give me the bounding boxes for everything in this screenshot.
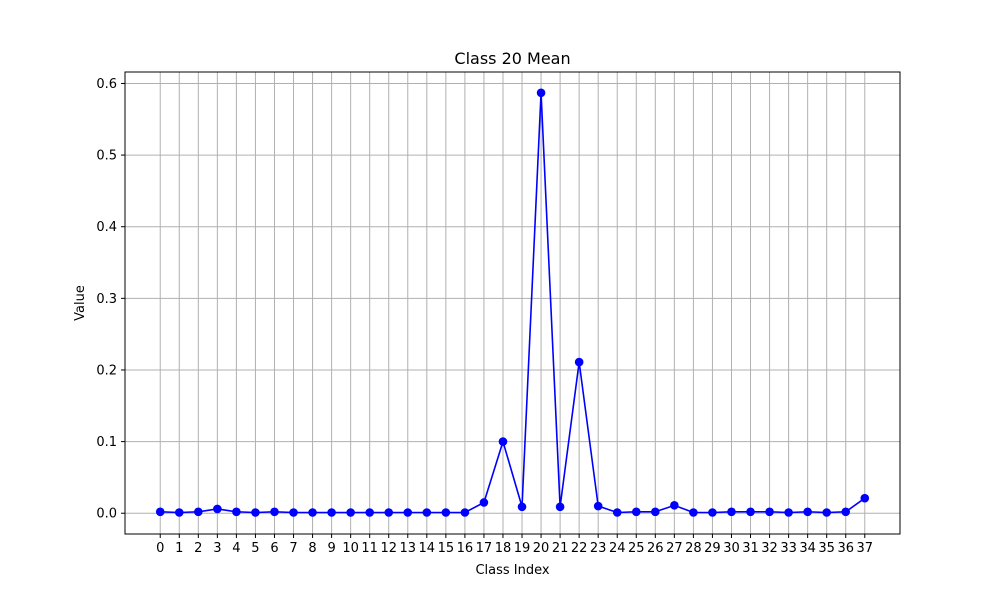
x-tick-label: 28 bbox=[685, 541, 702, 556]
data-point bbox=[384, 508, 394, 517]
x-tick-label: 6 bbox=[270, 541, 278, 556]
x-tick-label: 36 bbox=[837, 541, 854, 556]
grid bbox=[125, 72, 900, 534]
x-tick-label: 21 bbox=[552, 541, 569, 556]
data-point bbox=[270, 507, 279, 517]
x-tick-label: 10 bbox=[342, 541, 359, 556]
data-point bbox=[536, 88, 546, 98]
data-point bbox=[689, 508, 698, 517]
x-tick-label: 5 bbox=[251, 541, 259, 556]
x-tick-label: 29 bbox=[704, 541, 721, 556]
data-point bbox=[841, 507, 851, 517]
y-axis-label: Value bbox=[73, 285, 88, 321]
x-tick-label: 34 bbox=[799, 541, 816, 556]
data-point bbox=[460, 508, 470, 517]
y-tick-label: 0.1 bbox=[96, 435, 117, 450]
data-point bbox=[593, 501, 603, 511]
data-point bbox=[651, 507, 660, 517]
x-tick-label: 27 bbox=[666, 541, 683, 556]
x-tick-label: 13 bbox=[399, 541, 416, 556]
data-point bbox=[727, 507, 736, 517]
x-tick-label: 11 bbox=[361, 541, 378, 556]
y-tick-label: 0.0 bbox=[96, 507, 117, 522]
data-point bbox=[498, 437, 508, 446]
x-tick-label: 17 bbox=[476, 541, 493, 556]
data-point bbox=[670, 501, 679, 510]
series bbox=[155, 88, 870, 517]
data-point bbox=[479, 498, 489, 507]
x-tick-label: 20 bbox=[533, 541, 550, 556]
data-point bbox=[784, 508, 793, 517]
x-tick-label: 3 bbox=[213, 541, 221, 556]
data-point bbox=[327, 508, 336, 517]
data-point bbox=[746, 507, 755, 517]
data-point bbox=[517, 502, 527, 512]
data-point bbox=[822, 508, 831, 517]
data-point bbox=[860, 493, 870, 503]
x-tick-label: 15 bbox=[438, 541, 455, 556]
x-tick-label: 16 bbox=[457, 541, 474, 556]
data-point bbox=[365, 508, 374, 517]
data-point bbox=[194, 507, 203, 517]
y-tick-label: 0.3 bbox=[96, 292, 117, 307]
y-tick-label: 0.2 bbox=[96, 363, 117, 378]
plot-frame bbox=[124, 71, 901, 535]
data-point bbox=[708, 508, 717, 517]
x-tick-label: 8 bbox=[308, 541, 316, 556]
x-tick-label: 22 bbox=[571, 541, 588, 556]
data-point bbox=[803, 507, 812, 517]
x-tick-label: 2 bbox=[194, 541, 202, 556]
x-tick-label: 31 bbox=[742, 541, 759, 556]
data-point bbox=[403, 508, 413, 517]
x-tick-label: 26 bbox=[647, 541, 664, 556]
x-tick-label: 23 bbox=[590, 541, 607, 556]
series-line bbox=[160, 91, 866, 514]
data-point bbox=[232, 507, 241, 517]
data-point bbox=[441, 508, 451, 517]
data-point bbox=[289, 508, 298, 517]
x-tick-label: 9 bbox=[327, 541, 335, 556]
y-tick-label: 0.5 bbox=[96, 149, 117, 164]
data-point bbox=[174, 508, 184, 517]
x-tick-label: 18 bbox=[495, 541, 512, 556]
data-point bbox=[251, 508, 260, 517]
x-tick-label: 30 bbox=[723, 541, 740, 556]
x-tick-label: 25 bbox=[628, 541, 645, 556]
data-point bbox=[631, 507, 641, 517]
data-point bbox=[346, 508, 355, 517]
data-point bbox=[422, 508, 432, 517]
x-tick-label: 32 bbox=[761, 541, 778, 556]
data-point bbox=[213, 504, 222, 514]
x-axis-label: Class Index bbox=[475, 563, 549, 578]
x-tick-label: 7 bbox=[289, 541, 297, 556]
data-point bbox=[555, 502, 565, 512]
x-tick-label: 24 bbox=[609, 541, 626, 556]
x-tick-label: 33 bbox=[780, 541, 797, 556]
data-point bbox=[612, 508, 622, 517]
y-tick-label: 0.6 bbox=[96, 77, 117, 92]
axis-ticks: 0 1 2 3 4 5 6 7 8 9 10 11 12 13 14 15 16 17 18 19 20 21 22 23 24… bbox=[96, 77, 873, 556]
data-point bbox=[765, 507, 774, 517]
data-point bbox=[155, 507, 165, 517]
x-tick-label: 0 bbox=[156, 541, 164, 556]
data-point bbox=[308, 508, 317, 517]
x-tick-label: 37 bbox=[856, 541, 873, 556]
x-tick-label: 19 bbox=[514, 541, 531, 556]
data-point bbox=[574, 357, 584, 367]
x-tick-label: 4 bbox=[232, 541, 240, 556]
y-tick-label: 0.4 bbox=[96, 220, 117, 235]
x-tick-label: 35 bbox=[818, 541, 835, 556]
x-tick-label: 14 bbox=[419, 541, 436, 556]
chart-title: Class 20 Mean bbox=[454, 49, 570, 68]
x-tick-label: 1 bbox=[175, 541, 183, 556]
x-tick-label: 12 bbox=[380, 541, 397, 556]
